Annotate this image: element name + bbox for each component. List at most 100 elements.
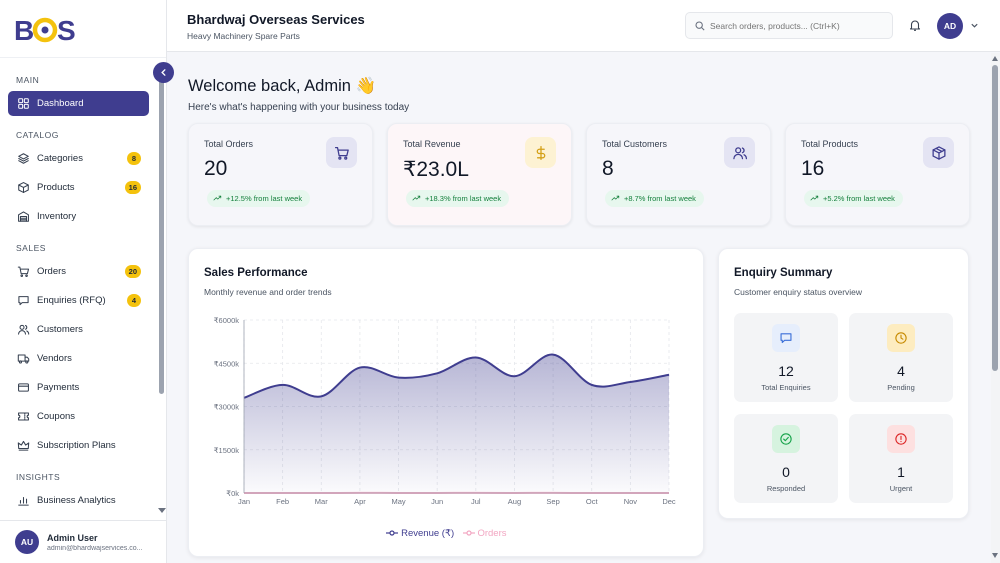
sidebar-item-label: Customers xyxy=(37,324,83,335)
search-input[interactable] xyxy=(710,20,880,31)
main-content: Welcome back, Admin 👋 Here's what's happ… xyxy=(167,53,991,563)
enquiry-label: Responded xyxy=(766,484,806,493)
stat-card-total-revenue[interactable]: Total Revenue ₹23.0L +18.3% from last we… xyxy=(387,123,572,226)
sidebar: B S MAIN Dashboard CATALOG Categories 8 … xyxy=(0,0,167,563)
x-tick-label: May xyxy=(391,497,405,506)
notifications-button[interactable] xyxy=(908,18,922,37)
enquiry-tile-urgent[interactable]: 1 Urgent xyxy=(849,414,953,503)
grid-icon xyxy=(17,98,29,109)
sidebar-item-subscription-plans[interactable]: Subscription Plans xyxy=(8,433,149,458)
revenue-area xyxy=(244,354,669,493)
x-tick-label: Nov xyxy=(624,497,638,506)
collapse-sidebar-button[interactable] xyxy=(153,62,174,83)
sales-chart: ₹0k ₹1500k ₹3000k ₹4500k ₹6000k Jan Feb Mar Apr M… xyxy=(214,316,676,506)
stat-label: Total Orders xyxy=(204,139,254,149)
company-name: Bhardwaj Overseas Services xyxy=(187,12,365,27)
enquiry-label: Pending xyxy=(887,383,915,392)
sales-subtitle: Monthly revenue and order trends xyxy=(204,287,332,297)
nav-section-insights: INSIGHTS xyxy=(16,472,61,482)
x-tick-label: Apr xyxy=(354,497,366,506)
trend-badge: +12.5% from last week xyxy=(207,190,311,207)
sidebar-item-payments[interactable]: Payments xyxy=(8,375,149,400)
header-avatar[interactable]: AD xyxy=(937,13,963,39)
enquiry-subtitle: Customer enquiry status overview xyxy=(734,287,863,297)
sidebar-item-dashboard[interactable]: Dashboard xyxy=(8,91,149,116)
legend-revenue[interactable]: Revenue (₹) xyxy=(386,528,456,539)
count-badge: 20 xyxy=(124,265,141,278)
cart-icon xyxy=(17,266,29,277)
top-header: Bhardwaj Overseas Services Heavy Machine… xyxy=(167,0,1000,52)
enquiry-tile-pending[interactable]: 4 Pending xyxy=(849,313,953,402)
sidebar-item-categories[interactable]: Categories 8 xyxy=(8,146,149,171)
sidebar-item-customers[interactable]: Customers xyxy=(8,317,149,342)
credit-card-icon xyxy=(17,383,29,392)
sales-performance-card: Sales Performance Monthly revenue and or… xyxy=(188,248,704,557)
stat-value: 20 xyxy=(204,157,228,180)
enquiry-icon-box xyxy=(772,324,800,352)
x-tick-label: Oct xyxy=(586,497,599,506)
sidebar-item-icon xyxy=(16,265,30,279)
sidebar-item-coupons[interactable]: Coupons xyxy=(8,404,149,429)
page-scroll-up-icon[interactable] xyxy=(992,56,998,61)
y-tick-label: ₹4500k xyxy=(214,359,239,368)
enquiry-icon-box xyxy=(887,425,915,453)
svg-text:S: S xyxy=(57,15,76,44)
trend-up-icon xyxy=(611,195,620,201)
sidebar-item-business-analytics[interactable]: Business Analytics xyxy=(8,488,149,513)
clock-icon xyxy=(895,332,907,344)
enquiry-icon-box xyxy=(772,425,800,453)
enquiry-label: Total Enquiries xyxy=(761,383,811,392)
trend-text: +8.7% from last week xyxy=(624,194,696,203)
sidebar-item-icon xyxy=(16,152,30,166)
sidebar-item-label: Enquiries (RFQ) xyxy=(37,295,106,306)
package-icon xyxy=(931,145,946,160)
sidebar-item-label: Products xyxy=(37,182,75,193)
legend-orders[interactable]: Orders xyxy=(462,528,507,539)
sidebar-item-inventory[interactable]: Inventory xyxy=(8,204,149,229)
page-scrollbar[interactable] xyxy=(991,53,1000,563)
legend-orders-label: Orders xyxy=(477,528,507,539)
truck-icon xyxy=(17,354,29,364)
y-tick-label: ₹1500k xyxy=(214,446,239,455)
welcome-subtitle: Here's what's happening with your busine… xyxy=(188,102,410,113)
sidebar-item-enquiries-rfq[interactable]: Enquiries (RFQ) 4 xyxy=(8,288,149,313)
sidebar-scroll-down-icon[interactable] xyxy=(158,508,166,513)
users-icon xyxy=(732,146,747,159)
logo[interactable]: B S xyxy=(0,0,166,58)
sidebar-item-icon xyxy=(16,210,30,224)
sidebar-scroll-thumb[interactable] xyxy=(159,72,164,394)
stat-label: Total Customers xyxy=(602,139,668,149)
sidebar-user[interactable]: AU Admin User admin@bhardwajservices.co.… xyxy=(0,520,167,563)
x-tick-label: Jun xyxy=(431,497,443,506)
sidebar-scrollbar[interactable] xyxy=(158,58,166,518)
enquiry-tile-responded[interactable]: 0 Responded xyxy=(734,414,838,503)
x-tick-label: Dec xyxy=(662,497,676,506)
sidebar-item-icon xyxy=(16,439,30,453)
page-scroll-thumb[interactable] xyxy=(992,65,998,371)
sidebar-item-label: Business Analytics xyxy=(37,495,116,506)
dollar-icon xyxy=(536,145,545,160)
trend-up-icon xyxy=(213,195,222,201)
check-circle-icon xyxy=(780,433,792,445)
sidebar-item-orders[interactable]: Orders 20 xyxy=(8,259,149,284)
revenue-line xyxy=(243,353,670,399)
x-tick-label: Aug xyxy=(508,497,521,506)
stat-value: 8 xyxy=(602,157,614,180)
enquiry-tile-total-enquiries[interactable]: 12 Total Enquiries xyxy=(734,313,838,402)
stat-card-total-products[interactable]: Total Products 16 +5.2% from last week xyxy=(785,123,970,226)
enquiry-title: Enquiry Summary xyxy=(734,267,833,279)
legend-revenue-label: Revenue (₹) xyxy=(401,528,455,539)
stat-card-total-customers[interactable]: Total Customers 8 +8.7% from last week xyxy=(586,123,771,226)
chevron-down-icon[interactable] xyxy=(970,21,979,30)
sidebar-item-vendors[interactable]: Vendors xyxy=(8,346,149,371)
count-badge: 8 xyxy=(127,152,141,165)
stat-value: 16 xyxy=(801,157,825,180)
enquiry-value: 1 xyxy=(897,464,905,480)
enquiry-summary-card: Enquiry Summary Customer enquiry status … xyxy=(718,248,969,519)
x-tick-label: Mar xyxy=(315,497,328,506)
search-box[interactable] xyxy=(685,12,893,39)
page-scroll-down-icon[interactable] xyxy=(992,553,998,558)
stat-card-total-orders[interactable]: Total Orders 20 +12.5% from last week xyxy=(188,123,373,226)
sidebar-item-label: Orders xyxy=(37,266,67,277)
sidebar-item-products[interactable]: Products 16 xyxy=(8,175,149,200)
